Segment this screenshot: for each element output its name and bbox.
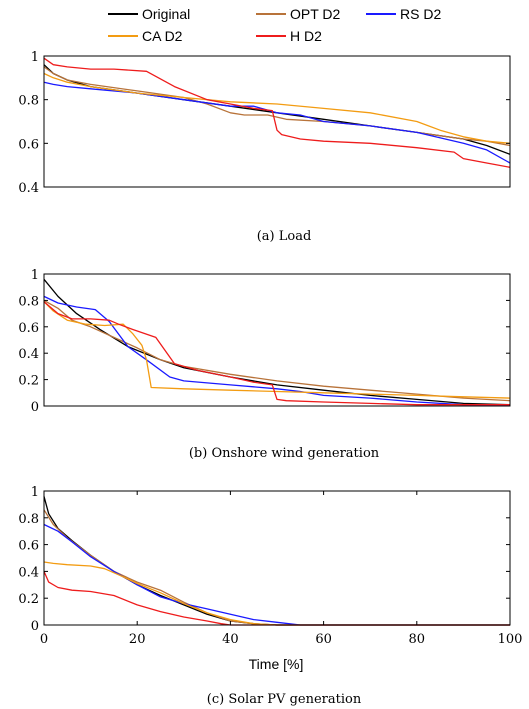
y-tick-label-onshore-wind: 0.4 xyxy=(18,347,39,362)
y-tick-label-onshore-wind: 0.6 xyxy=(18,321,39,336)
y-tick-label-solar-pv: 0.8 xyxy=(18,512,39,527)
y-tick-label-onshore-wind: 0 xyxy=(31,400,39,415)
y-tick-label-load: 1 xyxy=(31,50,39,65)
series-line-load-opt-d2 xyxy=(43,66,511,147)
x-tick-label-solar-pv: 80 xyxy=(409,632,426,647)
legend-label-original: Original xyxy=(142,6,190,22)
y-tick-label-load: 0.6 xyxy=(18,137,39,152)
plot-frame-solar-pv xyxy=(43,490,511,626)
series-line-solar-pv-h-d2 xyxy=(43,571,510,626)
legend-entry-h-d2: H D2 xyxy=(256,28,322,44)
plot-frame-onshore-wind xyxy=(43,273,511,407)
series-line-onshore-wind-opt-d2 xyxy=(43,299,511,402)
series-line-solar-pv-opt-d2 xyxy=(43,509,510,626)
series-line-solar-pv-rs-d2 xyxy=(43,523,510,626)
y-tick-label-load: 0.4 xyxy=(18,181,39,196)
panel-onshore-wind: 0 0.2 0.4 0.6 0.8 1 xyxy=(18,268,511,415)
legend-entry-rs-d2: RS D2 xyxy=(366,6,441,22)
panel-load: 0.4 0.6 0.8 1 xyxy=(18,50,511,196)
y-tick-label-onshore-wind: 1 xyxy=(31,268,39,283)
x-tick-label-solar-pv: 20 xyxy=(129,632,146,647)
legend-entry-ca-d2: CA D2 xyxy=(108,28,183,44)
legend-label-opt-d2: OPT D2 xyxy=(290,6,341,22)
series-line-solar-pv-ca-d2 xyxy=(43,561,510,626)
y-tick-label-onshore-wind: 0.2 xyxy=(18,374,39,389)
caption-load: (a) Load xyxy=(257,229,312,244)
legend-label-h-d2: H D2 xyxy=(290,28,322,44)
legend-label-rs-d2: RS D2 xyxy=(400,6,441,22)
y-tick-label-solar-pv: 0.2 xyxy=(18,592,39,607)
y-tick-label-load: 0.8 xyxy=(18,94,39,109)
series-line-solar-pv-original xyxy=(43,496,510,626)
y-tick-label-solar-pv: 0 xyxy=(31,619,39,634)
series-line-onshore-wind-original xyxy=(43,278,511,406)
x-axis-label: Time [%] xyxy=(249,656,304,672)
x-tick-label-solar-pv: 0 xyxy=(40,632,48,647)
y-tick-label-solar-pv: 0.4 xyxy=(18,565,39,580)
caption-solar-pv: (c) Solar PV generation xyxy=(207,692,362,707)
legend: Original OPT D2 RS D2 CA D2 H D2 xyxy=(108,6,441,44)
panel-solar-pv: 0 0.2 0.4 0.6 0.8 1 0 20 40 60 80 100 xyxy=(18,485,522,647)
series-line-onshore-wind-h-d2 xyxy=(43,301,510,406)
y-tick-label-onshore-wind: 0.8 xyxy=(18,294,39,309)
series-line-load-original xyxy=(43,64,511,155)
series-line-onshore-wind-rs-d2 xyxy=(43,295,510,406)
legend-label-ca-d2: CA D2 xyxy=(142,28,183,44)
series-line-onshore-wind-ca-d2 xyxy=(43,301,511,399)
x-tick-label-solar-pv: 60 xyxy=(315,632,332,647)
y-tick-label-solar-pv: 1 xyxy=(31,485,39,500)
legend-entry-opt-d2: OPT D2 xyxy=(256,6,341,22)
legend-entry-original: Original xyxy=(108,6,190,22)
plot-frame-load xyxy=(43,55,511,188)
x-tick-label-solar-pv: 100 xyxy=(498,632,523,647)
caption-onshore-wind: (b) Onshore wind generation xyxy=(189,446,380,461)
series-line-load-h-d2 xyxy=(43,57,511,168)
x-tick-label-solar-pv: 40 xyxy=(222,632,239,647)
series-line-load-ca-d2 xyxy=(43,72,511,144)
y-tick-label-solar-pv: 0.6 xyxy=(18,539,39,554)
